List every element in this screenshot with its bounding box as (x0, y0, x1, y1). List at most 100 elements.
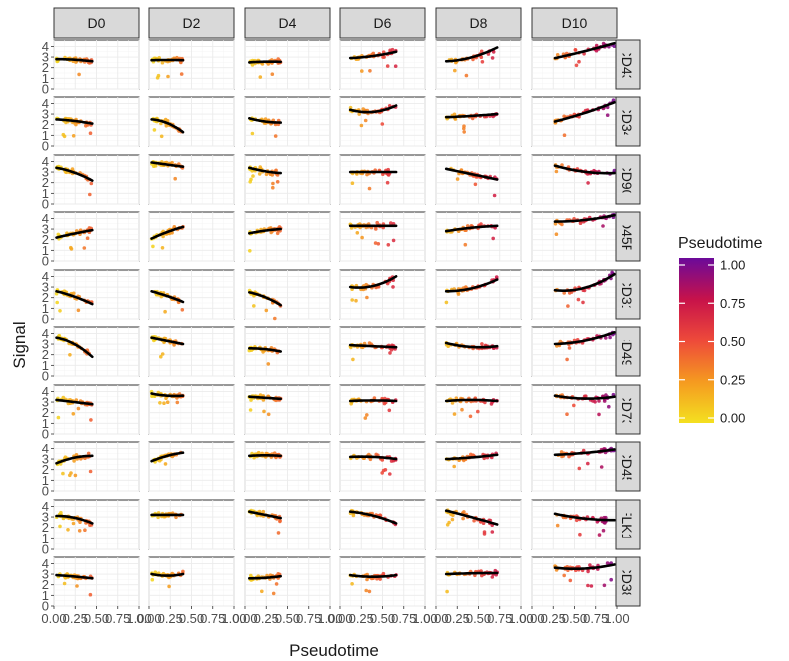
y-tick-label: 3 (42, 50, 49, 65)
x-axis-ticks: 0.000.250.500.751.000.000.250.500.751.00… (41, 606, 630, 626)
data-point (75, 584, 79, 588)
data-point (452, 112, 457, 117)
facet-panels (53, 39, 618, 607)
data-point (491, 50, 496, 54)
data-point (170, 160, 174, 165)
data-point (463, 242, 468, 247)
data-point (476, 409, 480, 414)
data-point (385, 180, 390, 185)
data-point (562, 291, 566, 295)
data-point (391, 285, 395, 289)
y-tick-label: 1 (42, 588, 49, 603)
smooth-line (150, 225, 185, 240)
data-point (77, 72, 81, 77)
data-point (560, 163, 564, 167)
smooth-line (248, 510, 282, 520)
facet-strip-cd45ra (615, 211, 641, 262)
data-point (577, 466, 582, 471)
panel-d2-cd73 (148, 384, 235, 435)
smooth-line (55, 290, 94, 306)
panel-d4-cd45 (244, 441, 331, 492)
smooth-line (248, 454, 282, 458)
data-point (355, 231, 360, 235)
x-tick-label: 0.00 (232, 611, 257, 626)
y-tick-label: 3 (42, 510, 49, 525)
data-point (159, 134, 164, 139)
data-point (260, 589, 264, 594)
panel-d2-flk1 (148, 499, 235, 550)
smooth-line (150, 290, 185, 304)
data-point (354, 298, 358, 303)
data-point (470, 116, 475, 121)
data-point (261, 509, 266, 514)
data-point (82, 246, 87, 250)
smooth-line (248, 117, 282, 124)
x-tick-label: 1.00 (126, 611, 151, 626)
data-point (450, 401, 455, 405)
data-point (350, 582, 354, 586)
smooth-line (150, 336, 185, 346)
data-point (249, 177, 253, 182)
y-tick-label: 0 (42, 484, 49, 499)
data-point (588, 563, 592, 567)
data-point (71, 134, 76, 138)
data-point (56, 415, 61, 420)
facet-row-strips: CD43 CD34 CD90 CD45RA CD31 CD49f CD73 CD45 FLK1 C… (615, 39, 641, 607)
data-point (455, 177, 460, 181)
panel-d0-cd43 (53, 39, 140, 90)
x-tick-label: 0.50 (370, 611, 395, 626)
panel-d8-cd73 (435, 384, 522, 435)
data-point (150, 577, 155, 582)
data-point (368, 69, 372, 73)
data-point (257, 172, 262, 176)
x-tick-label: 0.50 (562, 611, 587, 626)
x-tick-label: 0.00 (41, 611, 66, 626)
data-point (605, 113, 610, 117)
data-point (350, 181, 355, 185)
data-point (271, 591, 276, 596)
data-point (566, 304, 570, 308)
data-point (565, 357, 569, 362)
data-point (572, 403, 576, 408)
data-point (266, 412, 271, 417)
facet-strip-cd43 (615, 39, 641, 90)
smooth-line (55, 454, 94, 465)
data-point (351, 357, 355, 362)
data-point (601, 528, 606, 533)
data-point (58, 524, 62, 529)
data-point (365, 413, 369, 417)
data-point (612, 44, 617, 48)
data-point (582, 52, 586, 56)
data-point (258, 75, 263, 79)
facet-label-d2: D2 (183, 15, 201, 31)
y-tick-label: 3 (42, 567, 49, 582)
data-point (69, 471, 73, 475)
data-point (574, 518, 579, 523)
smooth-line (150, 118, 185, 134)
smooth-line (553, 164, 616, 175)
data-point (363, 118, 368, 123)
data-point (555, 523, 560, 528)
data-point (555, 53, 560, 57)
data-point (63, 455, 68, 460)
data-point (602, 583, 607, 588)
panel-d6-cd45 (339, 441, 426, 492)
data-point (607, 404, 611, 409)
data-point (71, 521, 76, 526)
data-point (473, 182, 478, 187)
smooth-line (55, 573, 94, 580)
data-point (264, 172, 269, 176)
panel-d2-cd45ra (148, 211, 235, 262)
data-point (385, 281, 390, 286)
panel-d4-cd49f (244, 326, 331, 377)
panel-d8-cd49f (435, 326, 522, 377)
data-point (480, 60, 485, 64)
facet-label-d0: D0 (88, 15, 106, 31)
data-point (357, 112, 362, 116)
panel-d10-cd45 (531, 441, 618, 492)
y-tick-label: 1 (42, 358, 49, 373)
data-point (608, 335, 612, 340)
panel-d2-cd34 (148, 96, 235, 147)
smooth-line (248, 574, 282, 580)
data-point (462, 510, 466, 514)
